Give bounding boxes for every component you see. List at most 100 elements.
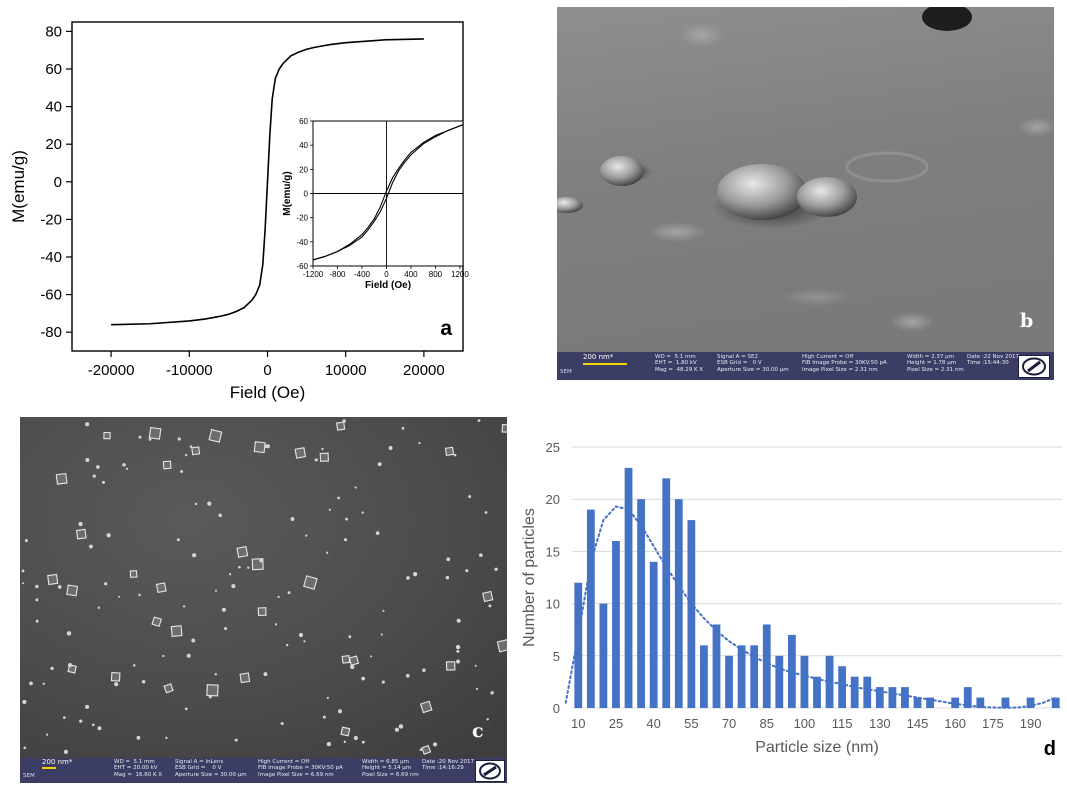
nanoparticle — [484, 511, 488, 514]
nanoparticle — [78, 521, 83, 527]
histogram-bar — [750, 645, 759, 708]
nanoparticle — [85, 704, 90, 709]
sem-tag: SEM — [560, 369, 572, 375]
nanoparticle — [326, 551, 329, 554]
histogram-bar — [599, 603, 608, 708]
nanoparticle — [103, 431, 111, 440]
nanoparticle — [163, 683, 174, 694]
nanoparticle — [257, 607, 267, 617]
nanoparticle — [418, 441, 421, 445]
nanoparticle — [214, 589, 218, 592]
sem-params-col5: Date :22 Nov 2017 Time :15:44:30 — [967, 354, 1019, 367]
inset-y-tick-label: 0 — [304, 190, 309, 199]
sem-params-col3: High Current = Off FIB Image Probe = 30K… — [258, 759, 343, 778]
nanoparticle — [456, 649, 460, 653]
y-tick-label: -60 — [40, 287, 62, 304]
histogram-bar — [951, 697, 960, 708]
x-tick-label: -20000 — [88, 362, 135, 379]
inset-y-axis-label: M(emu/g) — [282, 171, 293, 215]
x-tick-label: 25 — [609, 716, 623, 731]
zeiss-logo-icon — [1018, 355, 1050, 378]
nanoparticle — [214, 673, 218, 676]
inset-x-tick-label: -1200 — [303, 270, 324, 279]
nanoparticle — [57, 585, 62, 589]
nanoparticle — [23, 746, 27, 750]
nanoparticle — [445, 661, 456, 671]
nanoparticle — [88, 544, 93, 549]
inset-y-tick-label: -40 — [296, 238, 308, 247]
nanoparticle — [231, 584, 236, 589]
y-tick-label: 80 — [45, 23, 62, 40]
histogram-bar — [674, 499, 683, 708]
nanoparticle — [370, 655, 373, 658]
nanoparticle — [501, 424, 507, 433]
nanoparticle — [35, 584, 39, 589]
x-tick-label: 115 — [832, 716, 853, 731]
histogram-bar — [612, 540, 620, 708]
nanoparticle — [22, 582, 25, 585]
nanoparticle — [375, 531, 380, 536]
nanoparticle — [455, 659, 461, 664]
nanoparticle — [67, 662, 73, 668]
nanoparticle — [294, 447, 307, 459]
nanoparticle — [22, 699, 27, 704]
inset-series-line — [312, 124, 464, 261]
nanoparticle — [337, 496, 341, 500]
nanoparticle — [405, 673, 410, 678]
nanoparticle — [239, 672, 251, 684]
inset-x-tick-label: 1200 — [451, 270, 469, 279]
nanoparticle — [180, 470, 184, 473]
nanoparticle — [343, 538, 348, 542]
x-tick-label: 130 — [869, 716, 891, 731]
histogram-bar — [700, 645, 708, 708]
nanoparticle — [479, 553, 483, 558]
nanoparticle — [162, 654, 165, 658]
y-tick-label: 0 — [553, 701, 560, 716]
histogram-bar — [586, 509, 595, 708]
nanoparticle — [419, 748, 423, 752]
nanoparticle — [35, 619, 39, 623]
y-tick-label: 25 — [546, 440, 560, 455]
nanoparticle — [218, 513, 223, 518]
nanoparticle — [444, 446, 455, 456]
sem-image-c — [20, 417, 507, 758]
nanoparticle — [326, 696, 329, 699]
histogram-bar — [775, 655, 784, 708]
series-line — [111, 38, 424, 326]
nanoparticle — [63, 716, 66, 719]
x-tick-label: 70 — [722, 716, 736, 731]
x-tick-label: 160 — [944, 716, 966, 731]
nanoparticle — [151, 616, 163, 627]
nanoparticle — [486, 718, 489, 721]
nanoparticle — [314, 458, 318, 462]
y-axis-label: Number of particles — [521, 508, 538, 647]
histogram-bar — [762, 624, 771, 708]
nanoparticle — [488, 604, 492, 608]
scale-bar-label: 200 nm* — [583, 353, 614, 361]
sem-params-col2: Signal A = InLens ESB Grid = 0 V Apertur… — [175, 759, 247, 778]
panel-label-b: b — [1020, 310, 1034, 332]
nanoparticle — [165, 736, 168, 740]
histogram-bar — [800, 655, 809, 708]
nanoparticle — [50, 666, 54, 671]
y-tick-label: -40 — [40, 249, 62, 266]
nanoparticle — [122, 463, 126, 467]
nanoparticle — [263, 672, 268, 677]
nanoparticle — [35, 598, 39, 602]
scale-bar — [42, 767, 56, 769]
sem-panel-b: b 200 nm* SEM WD = 5.1 mm EHT = 1.80 kV … — [557, 7, 1054, 380]
nanoparticle — [265, 444, 271, 449]
nanoparticle — [274, 623, 278, 626]
nanoparticle — [490, 691, 494, 695]
nanoparticle — [238, 565, 241, 569]
histogram-bar — [624, 467, 633, 708]
x-axis-label: Particle size (nm) — [755, 739, 879, 756]
nanoparticle — [118, 595, 121, 598]
nanoparticle — [24, 538, 28, 543]
nanoparticle — [55, 472, 68, 485]
y-axis-label: M(emu/g) — [9, 150, 28, 223]
histogram-bar — [875, 687, 884, 708]
histogram-bar — [913, 697, 922, 708]
histogram-bar — [813, 676, 821, 708]
scale-bar — [583, 363, 627, 365]
